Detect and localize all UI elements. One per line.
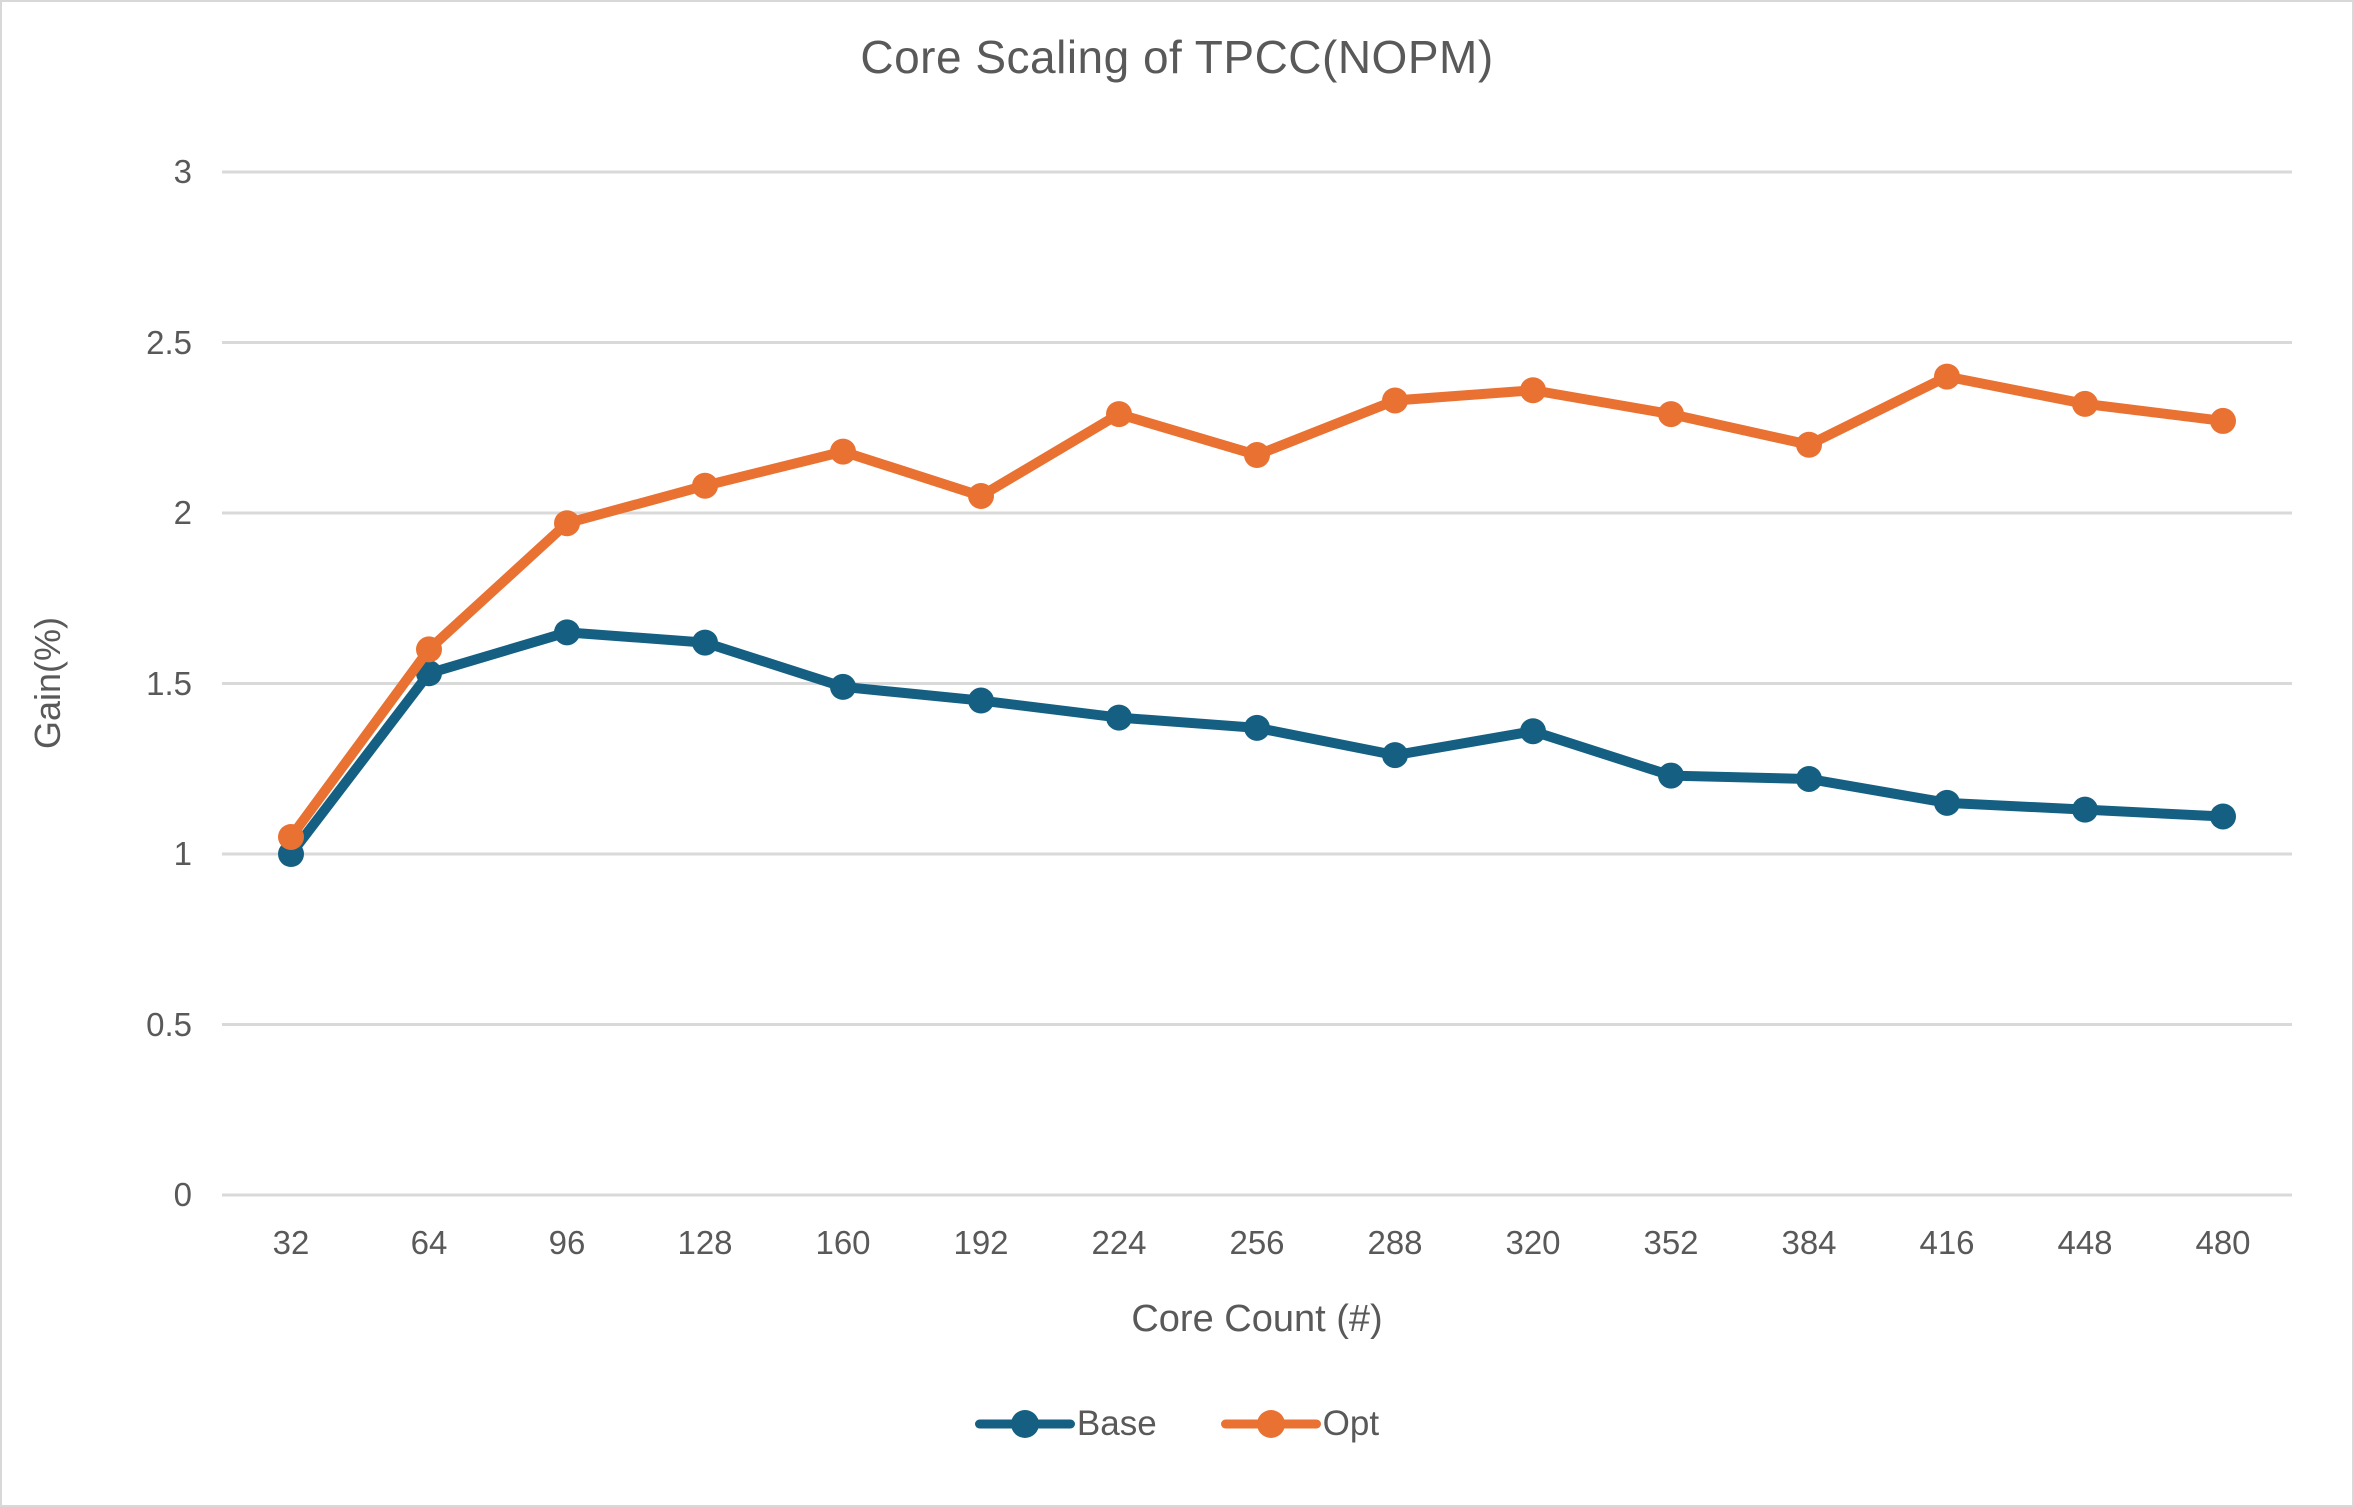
legend-item-base: Base (974, 1404, 1157, 1444)
y-tick-label: 2.5 (146, 323, 192, 361)
series-point-base (1382, 742, 1408, 769)
series-point-opt (416, 636, 442, 663)
series-point-base (2072, 796, 2098, 823)
x-tick-label: 192 (953, 1224, 1009, 1261)
legend-item-opt: Opt (1220, 1404, 1380, 1444)
y-tick-label: 1.5 (146, 664, 192, 702)
x-tick-label: 416 (1919, 1224, 1975, 1261)
legend-line-marker-icon (1220, 1410, 1321, 1438)
y-axis-title: Gain(%) (27, 616, 68, 750)
chart-title: Core Scaling of TPCC(NOPM) (860, 31, 1494, 83)
x-tick-label: 448 (2057, 1224, 2113, 1261)
x-tick-label: 352 (1643, 1224, 1699, 1261)
x-tick-label: 128 (677, 1224, 733, 1261)
series-point-opt (2210, 407, 2236, 434)
legend-label: Base (1076, 1404, 1157, 1443)
x-tick-label: 96 (548, 1224, 586, 1261)
x-tick-label: 288 (1367, 1224, 1423, 1261)
x-tick-label: 160 (815, 1224, 871, 1261)
series-point-opt (554, 510, 580, 537)
legend-label: Opt (1322, 1404, 1380, 1443)
series-point-base (1244, 714, 1270, 741)
x-tick-label: 480 (2195, 1224, 2251, 1261)
series-point-opt (278, 823, 304, 850)
series-point-opt (692, 472, 718, 499)
series-point-opt (2072, 390, 2098, 417)
x-tick-label: 224 (1091, 1224, 1147, 1261)
series-line-base (286, 627, 2228, 859)
series-point-base (968, 687, 994, 714)
x-tick-label: 32 (272, 1224, 310, 1261)
series-point-base (2210, 803, 2236, 830)
series-point-opt (1796, 431, 1822, 458)
series-point-opt (968, 482, 994, 509)
series-point-base (830, 673, 856, 700)
series-point-opt (1382, 387, 1408, 414)
series-point-base (1520, 718, 1546, 745)
x-tick-label: 64 (410, 1224, 448, 1261)
y-tick-label: 0.5 (146, 1005, 192, 1043)
series-point-opt (830, 438, 856, 465)
series-point-opt (1934, 363, 1960, 390)
y-tick-label: 1 (173, 835, 192, 872)
series-point-opt (1244, 442, 1270, 469)
series-point-base (1796, 765, 1822, 792)
y-tick-label: 3 (173, 153, 192, 190)
series-point-base (1106, 704, 1132, 731)
series-point-opt (1658, 401, 1684, 428)
series-point-base (416, 660, 442, 687)
series-point-base (692, 629, 718, 656)
legend-line-marker-icon (974, 1410, 1075, 1438)
series-point-base (554, 619, 580, 646)
series-point-opt (1106, 401, 1132, 428)
x-tick-label: 256 (1229, 1224, 1285, 1261)
x-axis-title: Core Count (#) (1131, 1298, 1383, 1340)
x-tick-label: 384 (1781, 1224, 1837, 1261)
y-tick-label: 0 (173, 1176, 192, 1213)
y-tick-label: 2 (173, 494, 192, 531)
chart-legend: Base Opt (2, 1404, 2352, 1444)
x-tick-label: 320 (1505, 1224, 1561, 1261)
series-point-base (1658, 762, 1684, 789)
series-point-base (1934, 789, 1960, 816)
series-point-opt (1520, 377, 1546, 404)
